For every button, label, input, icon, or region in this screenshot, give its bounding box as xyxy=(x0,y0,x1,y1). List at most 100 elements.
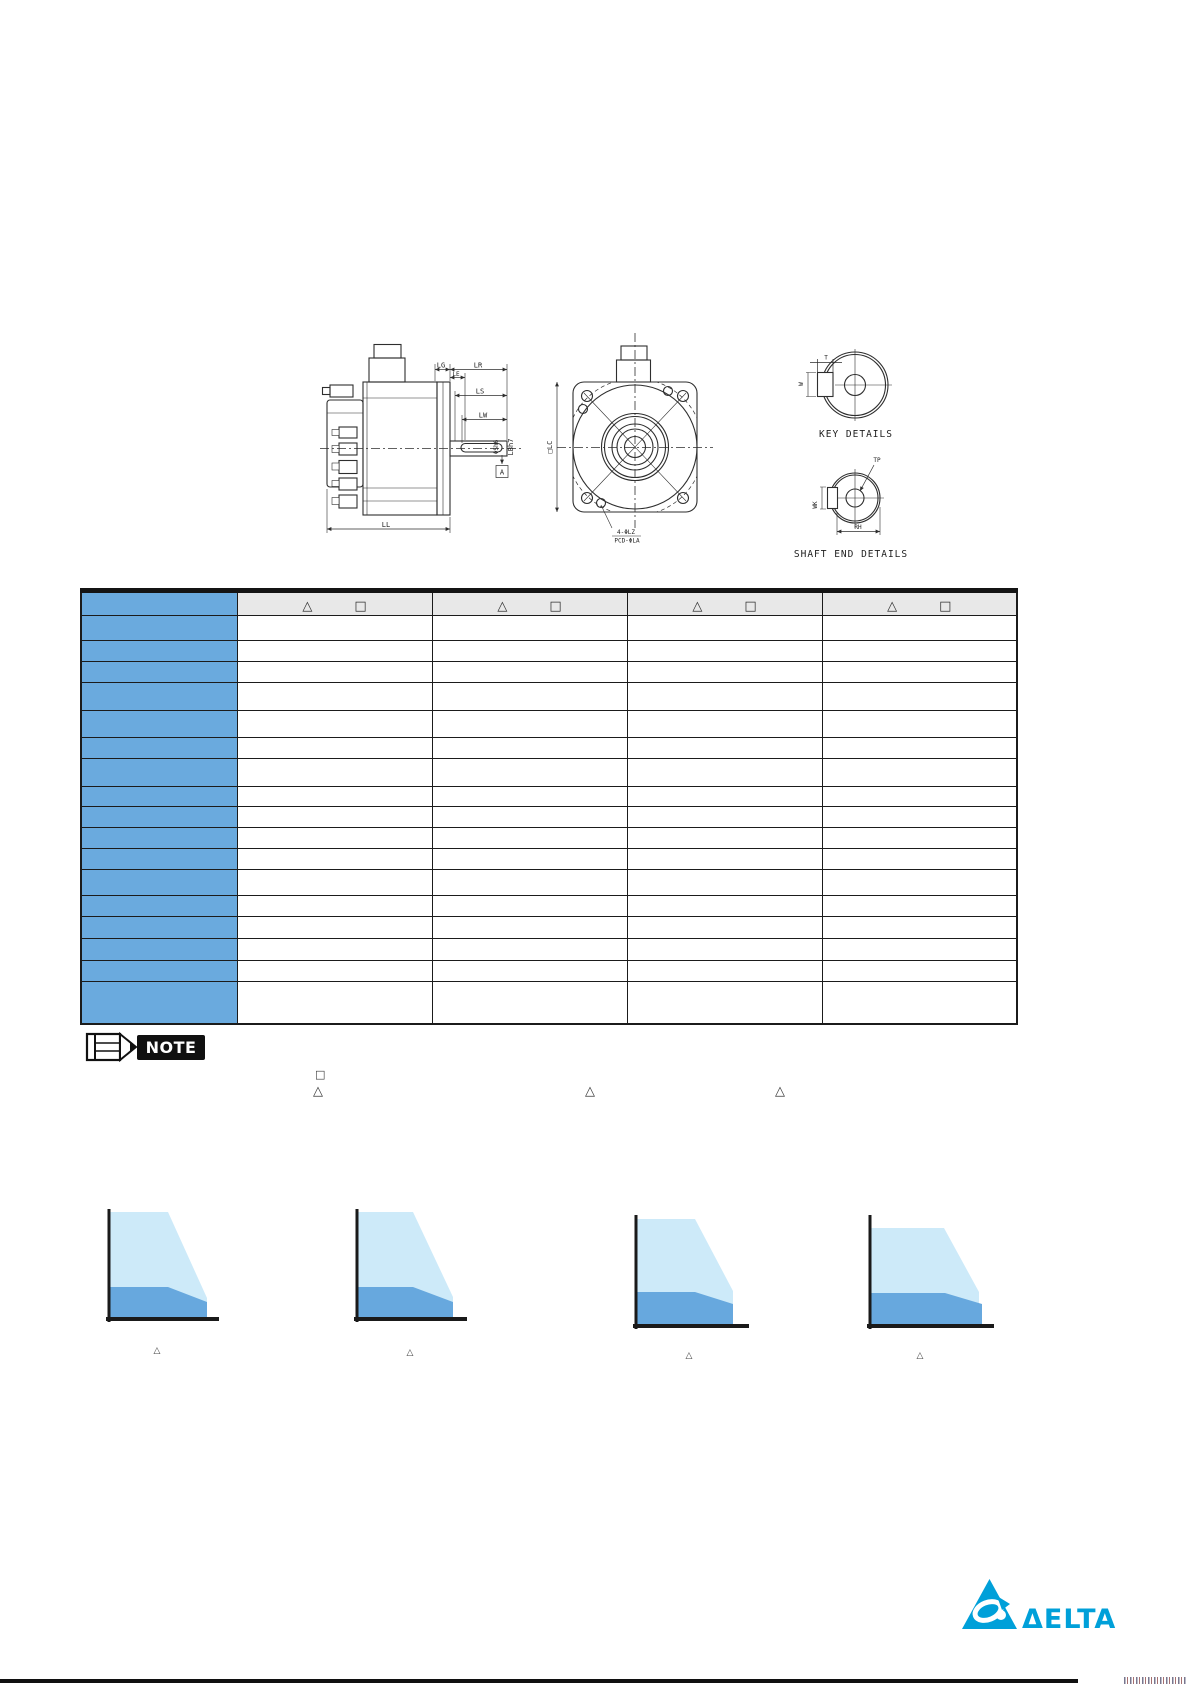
spec-column-header-cell: △ □ xyxy=(626,590,823,616)
continuous-duty-area xyxy=(637,1292,733,1324)
continuous-duty-area xyxy=(110,1287,207,1317)
spec-value-cell xyxy=(821,981,1018,1024)
spec-row-header-cell xyxy=(80,786,238,807)
footer-rule xyxy=(0,1679,1078,1683)
shaft-keyway-section xyxy=(826,486,839,510)
spec-value-cell xyxy=(236,682,433,711)
note-triangle-symbol: △ xyxy=(313,1084,323,1099)
spec-value-cell xyxy=(821,916,1018,939)
spec-value-cell xyxy=(821,960,1018,982)
dim-label-t: T xyxy=(824,355,828,362)
spec-value-cell xyxy=(821,615,1018,641)
motor-front-view-drawing: □LC 4-ΦLZ PCD-ΦLA xyxy=(546,333,713,545)
spec-row-header-cell xyxy=(80,758,238,787)
spec-table-row xyxy=(80,827,1018,849)
chart-footnote-marker: △ xyxy=(407,1348,414,1358)
spec-value-cell xyxy=(431,960,628,982)
spec-value-cell xyxy=(431,848,628,870)
spec-row-header-cell xyxy=(80,848,238,870)
dim-label-frame-size: □LC xyxy=(546,441,554,454)
note-triangle-symbol: △ xyxy=(775,1084,785,1099)
chart-footnote-marker: △ xyxy=(154,1346,161,1356)
spec-row-header-cell xyxy=(80,615,238,641)
note-callout: NOTE xyxy=(85,1031,205,1063)
spec-value-cell xyxy=(431,869,628,896)
dim-label-rh: RH xyxy=(854,524,862,531)
keyway-slot xyxy=(460,442,503,453)
spec-row-header-cell xyxy=(80,960,238,982)
spec-value-cell xyxy=(236,615,433,641)
spec-value-cell xyxy=(626,737,823,759)
note-label: NOTE xyxy=(146,1038,197,1057)
spec-value-cell xyxy=(236,758,433,787)
spec-value-cell xyxy=(821,895,1018,917)
spec-value-cell xyxy=(236,938,433,961)
spec-value-cell xyxy=(821,869,1018,896)
spec-row-header-cell xyxy=(80,827,238,849)
spec-table-header-row: △ □ △ □ △ □ △ □ xyxy=(80,590,1018,616)
spec-value-cell xyxy=(431,916,628,939)
continuous-duty-area xyxy=(871,1293,982,1324)
mounting-holes xyxy=(577,385,690,509)
spec-value-cell xyxy=(821,848,1018,870)
key-cross-section xyxy=(816,371,834,398)
spec-value-cell xyxy=(431,710,628,738)
spec-row-header-cell xyxy=(80,938,238,961)
spec-value-cell xyxy=(626,848,823,870)
spec-value-cell xyxy=(236,640,433,662)
spec-row-header-cell xyxy=(80,806,238,828)
dim-label-lw: LW xyxy=(479,412,488,420)
spec-value-cell xyxy=(236,960,433,982)
spec-value-cell xyxy=(626,806,823,828)
spec-value-cell xyxy=(626,661,823,683)
spec-row-header-cell xyxy=(80,737,238,759)
spec-value-cell xyxy=(821,682,1018,711)
spec-value-cell xyxy=(626,938,823,961)
dim-label-le: LE xyxy=(452,371,460,378)
spec-value-cell xyxy=(431,827,628,849)
spec-table-row xyxy=(80,981,1018,1024)
footer-micro-text xyxy=(1124,1677,1186,1684)
spec-value-cell xyxy=(431,661,628,683)
spec-value-cell xyxy=(236,895,433,917)
torque-speed-chart: △ xyxy=(633,1215,749,1361)
torque-speed-chart: △ xyxy=(867,1215,994,1361)
spec-value-cell xyxy=(626,960,823,982)
spec-table-row xyxy=(80,869,1018,896)
spec-value-cell xyxy=(431,758,628,787)
spec-value-cell xyxy=(626,869,823,896)
spec-value-cell xyxy=(431,938,628,961)
spec-table-row xyxy=(80,682,1018,711)
spec-value-cell xyxy=(236,981,433,1024)
dim-label-lr: LR xyxy=(474,362,483,370)
spec-value-cell xyxy=(236,848,433,870)
shaft-end-details-drawing: TP WK RH SHAFT END DETAILS xyxy=(794,457,907,560)
spec-table-row xyxy=(80,848,1018,870)
side-view-dimensions: LG LR LE LS LW ΦSh6 LBh7 A LL xyxy=(326,362,515,533)
delta-wordmark: ΔELTA xyxy=(1022,1604,1116,1635)
spec-value-cell xyxy=(236,786,433,807)
dim-label-pilot-diameter: LBh7 xyxy=(507,439,515,456)
triangle-symbol: △ xyxy=(887,598,898,614)
spec-value-cell xyxy=(626,916,823,939)
spec-value-cell xyxy=(821,938,1018,961)
spec-value-cell xyxy=(626,786,823,807)
triangle-symbol: △ xyxy=(497,598,508,614)
triangle-symbol: △ xyxy=(692,598,703,614)
dim-label-ll: LL xyxy=(382,521,390,529)
terminal-fins xyxy=(331,426,358,509)
spec-value-cell xyxy=(626,827,823,849)
spec-table-row xyxy=(80,615,1018,641)
spec-row-header-cell xyxy=(80,661,238,683)
spec-value-cell xyxy=(236,869,433,896)
spec-value-cell xyxy=(236,916,433,939)
spec-value-cell xyxy=(236,737,433,759)
spec-value-cell xyxy=(821,758,1018,787)
spec-value-cell xyxy=(821,710,1018,738)
key-details-title: KEY DETAILS xyxy=(819,429,893,440)
spec-table-row xyxy=(80,806,1018,828)
chart-footnote-marker: △ xyxy=(686,1351,693,1361)
square-symbol: □ xyxy=(939,598,952,614)
spec-value-cell xyxy=(626,615,823,641)
spec-table-row xyxy=(80,960,1018,982)
